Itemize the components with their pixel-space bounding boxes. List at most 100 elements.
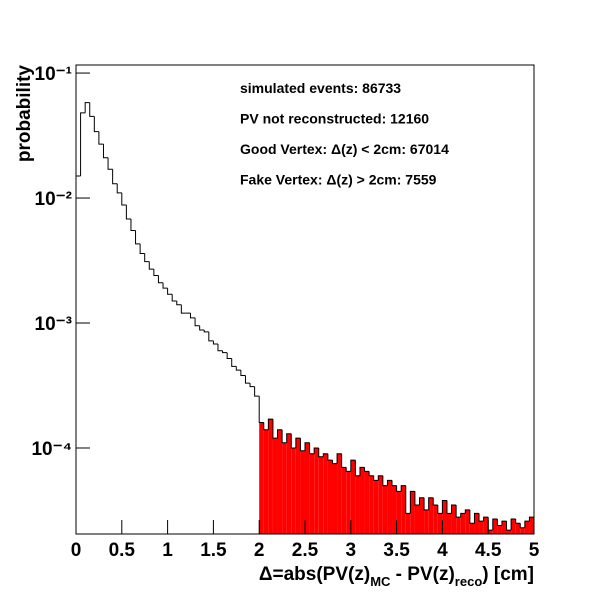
x-tick-label: 3 <box>346 540 357 561</box>
bar-outline <box>386 479 393 486</box>
bar-outline <box>144 253 150 263</box>
x-tick-label: 1.5 <box>200 540 227 561</box>
bar-fill <box>456 517 461 534</box>
bar-outline <box>180 304 186 314</box>
y-tick-label: 10⁻¹ <box>35 64 73 85</box>
bar-outline <box>107 157 113 170</box>
bar-outline <box>222 350 228 354</box>
bar-outline <box>519 523 525 529</box>
bar-outline <box>190 313 196 319</box>
bar-fill <box>419 497 425 534</box>
y-axis-title: probability <box>14 65 35 163</box>
bar-outline <box>203 329 209 333</box>
bar-outline <box>501 520 507 526</box>
bar-fill <box>327 460 333 534</box>
bar-outline <box>309 442 315 455</box>
bar-fill <box>268 419 273 534</box>
bar-fill <box>305 442 310 534</box>
bar-fill <box>318 456 324 534</box>
bar-fill <box>282 442 287 534</box>
bar-fill <box>378 475 383 534</box>
bar-fill <box>341 467 347 534</box>
bar-outline <box>116 183 122 194</box>
bar-fill <box>424 509 429 534</box>
bar-outline <box>460 512 466 518</box>
bar-outline <box>171 294 177 302</box>
bar-outline <box>272 419 278 439</box>
bar-outline <box>153 269 159 276</box>
bar-outline <box>235 366 241 371</box>
bar-outline <box>414 491 420 506</box>
bar-fill <box>506 530 512 534</box>
bar-outline <box>212 340 218 345</box>
bar-outline <box>295 437 301 448</box>
bar-fill <box>286 433 292 534</box>
bar-outline <box>419 497 425 505</box>
bar-outline <box>478 513 484 522</box>
bar-fill <box>350 460 356 534</box>
bar-outline <box>382 475 388 487</box>
bar-outline <box>373 475 379 481</box>
bar-outline <box>167 288 173 295</box>
bar-fill <box>263 429 269 534</box>
bar-fill <box>529 517 534 534</box>
bar-outline <box>483 516 489 522</box>
bar-outline <box>304 442 310 451</box>
bar-outline <box>267 418 273 430</box>
annotation: Fake Vertex: Δ(z) > 2cm: 7559 <box>240 172 437 188</box>
x-axis-title-subscript: MC <box>370 574 391 589</box>
annotation: Good Vertex: Δ(z) < 2cm: 67014 <box>240 141 449 157</box>
bar-fill <box>442 500 447 534</box>
bar-outline <box>359 466 365 476</box>
bar-fill <box>272 438 278 534</box>
bar-outline <box>148 261 154 270</box>
bar-outline <box>377 475 383 481</box>
bar-fill <box>369 475 374 534</box>
bar-outline <box>464 509 470 514</box>
bar-outline <box>249 383 255 388</box>
bar-outline <box>176 301 182 306</box>
annotation: simulated events: 86733 <box>240 80 401 96</box>
y-tick-label: 10⁻² <box>35 189 73 210</box>
bar-outline <box>451 504 457 514</box>
bar-fill <box>465 509 470 534</box>
bar-outline <box>157 275 164 284</box>
bar-outline <box>400 485 406 492</box>
bar-outline <box>322 453 328 457</box>
bar-fill <box>479 521 484 534</box>
bar-outline <box>515 519 521 524</box>
bar-fill <box>524 521 530 534</box>
bar-outline <box>231 358 237 367</box>
bar-outline <box>437 504 443 514</box>
bar-fill <box>309 453 315 534</box>
bar-outline <box>121 192 127 206</box>
bar-outline <box>162 282 168 289</box>
bar-fill <box>497 525 502 534</box>
bar-outline <box>409 490 415 514</box>
bar-fill <box>359 467 365 534</box>
bar-outline <box>208 331 214 342</box>
bar-fill <box>387 480 393 534</box>
bar-outline <box>112 169 118 185</box>
bar-fill <box>300 450 305 534</box>
bar-outline <box>318 447 324 458</box>
bar-outline <box>286 433 292 443</box>
bar-outline <box>130 218 136 231</box>
bar-fill <box>488 530 493 534</box>
bar-outline <box>455 504 461 518</box>
bar-fill <box>520 527 525 534</box>
bar-outline <box>254 386 260 397</box>
bar-outline <box>281 429 287 444</box>
bar-fill <box>501 521 507 534</box>
y-tick-label: 10⁻⁴ <box>31 439 72 460</box>
bar-outline <box>350 459 356 472</box>
bar-outline <box>125 204 131 220</box>
y-tick-label: 10⁻³ <box>35 314 73 335</box>
bar-outline <box>331 460 338 465</box>
bar-fill <box>332 463 338 534</box>
bar-outline <box>76 175 81 534</box>
bar-outline <box>313 447 319 454</box>
x-tick-label: 2 <box>254 540 265 561</box>
bar-outline <box>396 485 402 492</box>
